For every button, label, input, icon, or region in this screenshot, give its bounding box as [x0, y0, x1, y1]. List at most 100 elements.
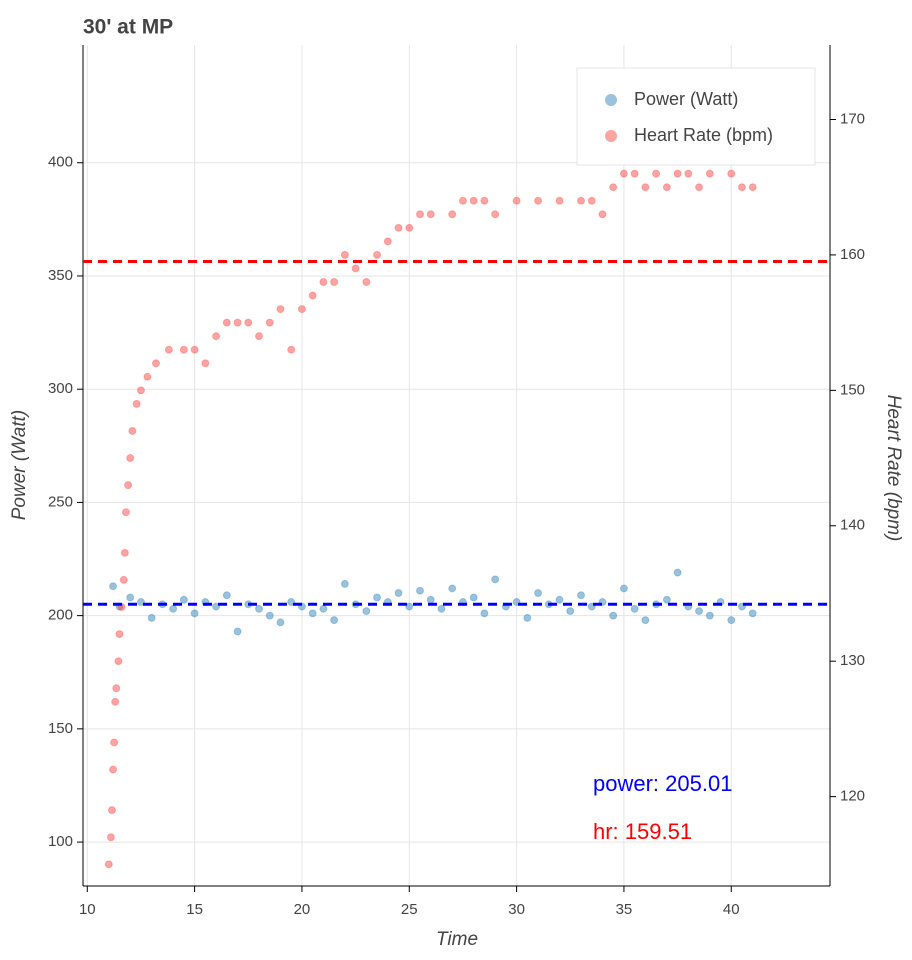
data-point [115, 630, 124, 639]
data-point [512, 196, 521, 205]
data-point [330, 616, 339, 625]
data-point [244, 318, 253, 327]
data-point [265, 611, 274, 620]
annotation: hr: 159.51 [593, 819, 692, 844]
data-point [373, 593, 382, 602]
data-point [126, 454, 135, 463]
data-point [587, 196, 596, 205]
legend-label: Power (Watt) [634, 89, 738, 109]
data-point [695, 607, 704, 616]
y2-tick-label: 130 [840, 652, 865, 669]
data-point [523, 613, 532, 622]
data-point [673, 169, 682, 178]
y-tick-label: 400 [48, 154, 73, 171]
data-point [448, 584, 457, 593]
data-point [128, 426, 137, 435]
data-point [416, 210, 425, 219]
data-point [652, 169, 661, 178]
data-point [673, 568, 682, 577]
data-point [136, 598, 145, 607]
data-point [469, 593, 478, 602]
data-point [114, 657, 123, 666]
data-point [255, 332, 264, 341]
y-tick-label: 150 [48, 720, 73, 737]
data-point [566, 607, 575, 616]
data-point [255, 604, 264, 613]
x-tick-label: 10 [79, 901, 96, 918]
data-point [319, 277, 328, 286]
y-axis-label: Power (Watt) [9, 410, 30, 521]
data-point [222, 318, 231, 327]
data-point [695, 183, 704, 192]
legend-label: Heart Rate (bpm) [634, 125, 773, 145]
data-point [491, 575, 500, 584]
data-point [480, 196, 489, 205]
data-point [641, 616, 650, 625]
data-point [383, 237, 392, 246]
data-point [577, 591, 585, 600]
data-point [201, 359, 210, 368]
data-point [480, 609, 489, 618]
data-point [233, 627, 242, 636]
y2-tick-label: 150 [840, 381, 865, 398]
data-point [448, 210, 457, 219]
data-point [132, 399, 141, 408]
data-point [437, 604, 446, 613]
data-point [394, 223, 403, 232]
data-point [405, 602, 414, 611]
data-point [684, 169, 693, 178]
data-point [351, 264, 360, 273]
data-point [491, 210, 500, 219]
legend-marker [605, 94, 617, 106]
data-point [190, 609, 199, 618]
data-point [287, 598, 296, 607]
data-point [577, 196, 585, 205]
data-point [727, 169, 736, 178]
data-point [426, 210, 435, 219]
x-tick-label: 40 [723, 901, 740, 918]
x-tick-label: 35 [616, 901, 633, 918]
data-point [111, 697, 120, 706]
data-point [112, 684, 121, 693]
data-point [405, 223, 414, 232]
data-point [340, 579, 349, 588]
data-point [748, 609, 757, 618]
y-tick-label: 100 [48, 833, 73, 850]
data-point [212, 332, 221, 341]
data-point [555, 196, 564, 205]
data-point [110, 738, 119, 747]
annotation: power: 205.01 [593, 771, 732, 796]
data-point [147, 613, 156, 622]
data-point [119, 575, 128, 584]
data-point [662, 595, 671, 604]
x-axis-label: Time [436, 929, 478, 950]
data-point [619, 584, 628, 593]
data-point [469, 196, 478, 205]
x-tick-label: 30 [508, 901, 525, 918]
data-point [164, 345, 173, 354]
data-point [534, 196, 543, 205]
data-point [126, 593, 135, 602]
data-point [136, 386, 145, 395]
legend-box [576, 67, 816, 166]
data-point [737, 183, 746, 192]
legend-marker [605, 130, 617, 142]
data-point [416, 586, 425, 595]
data-point [276, 618, 285, 627]
data-point [705, 169, 714, 178]
data-point [630, 604, 639, 613]
chart-title: 30' at MP [83, 16, 173, 39]
data-point [662, 183, 671, 192]
data-point [458, 196, 467, 205]
data-point [534, 588, 543, 597]
data-point [169, 604, 178, 613]
data-point [190, 345, 199, 354]
data-point [362, 277, 371, 286]
data-point [120, 548, 129, 557]
data-point [109, 582, 118, 591]
data-point [394, 588, 403, 597]
data-point [276, 305, 285, 314]
data-point [727, 616, 736, 625]
data-point [222, 591, 231, 600]
